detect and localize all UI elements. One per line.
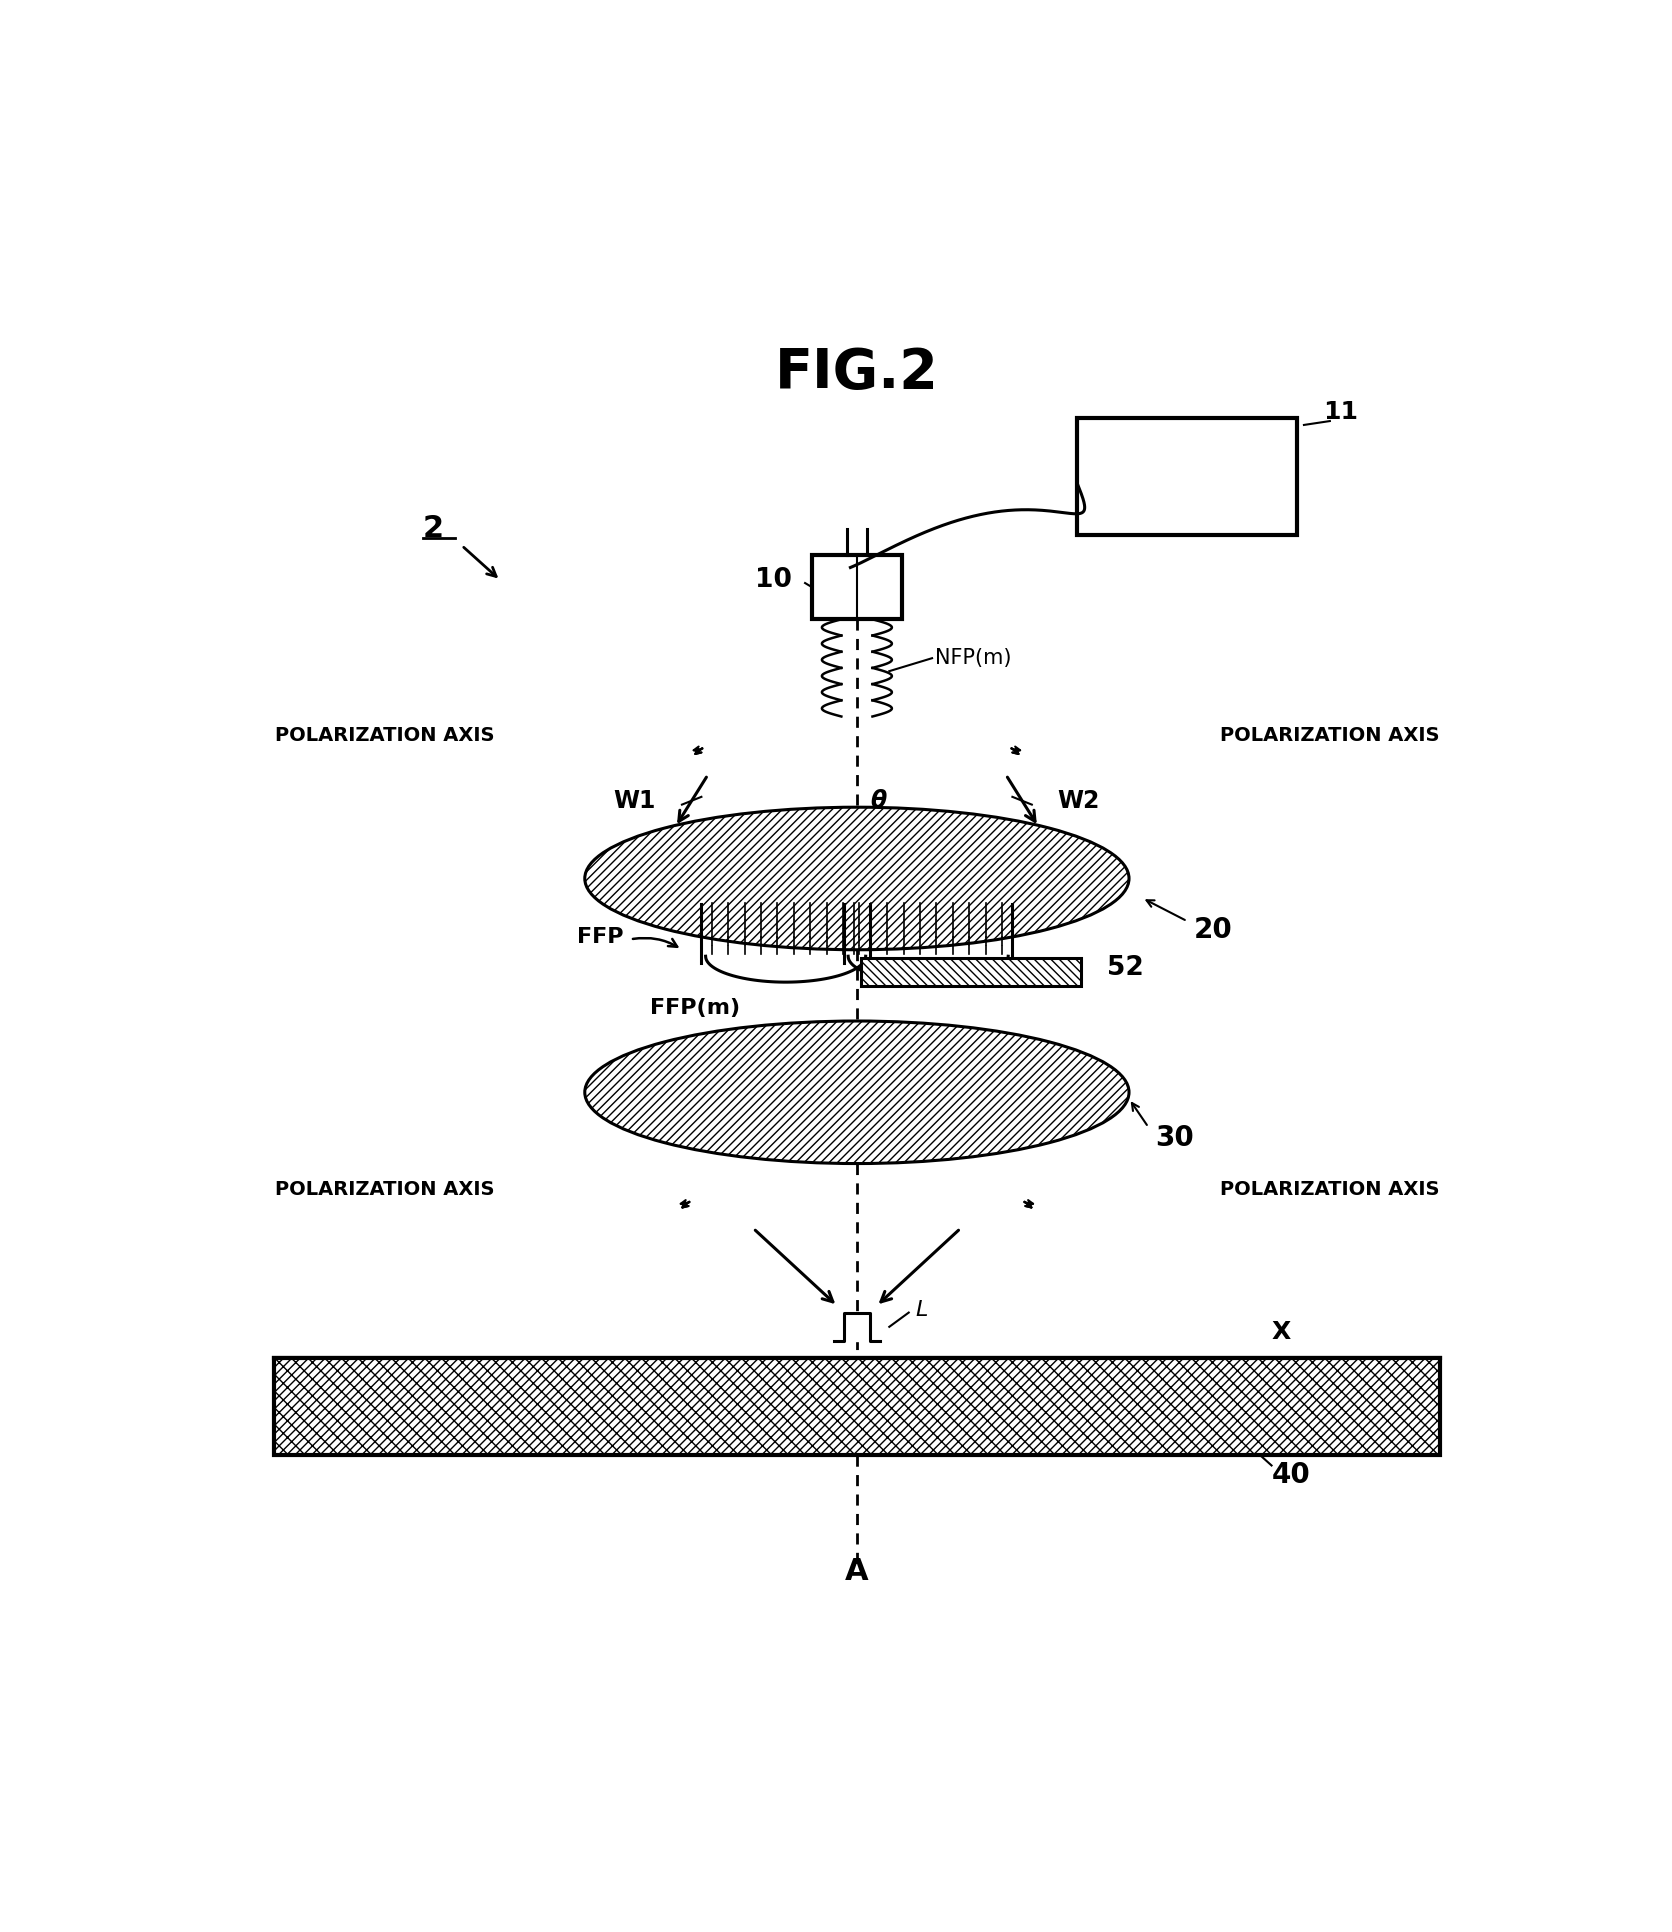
Bar: [274, 1358, 1440, 1455]
Text: POLARIZATION AXIS: POLARIZATION AXIS: [1221, 1180, 1440, 1200]
Ellipse shape: [585, 1020, 1129, 1163]
Text: 2: 2: [423, 514, 445, 543]
Bar: [1077, 419, 1297, 535]
Bar: [811, 554, 903, 620]
Text: 52: 52: [1107, 954, 1144, 981]
Text: θ: θ: [869, 788, 886, 813]
Text: FFP: FFP: [577, 927, 624, 947]
Ellipse shape: [585, 808, 1129, 951]
Text: FIG.2: FIG.2: [774, 346, 940, 400]
Text: 11: 11: [1323, 400, 1358, 423]
Text: POLARIZATION AXIS: POLARIZATION AXIS: [274, 1180, 495, 1200]
Text: 10: 10: [756, 568, 793, 593]
Polygon shape: [834, 1312, 879, 1341]
Text: L: L: [915, 1300, 928, 1320]
Text: X: X: [1271, 1320, 1291, 1345]
Text: W2: W2: [1058, 788, 1100, 813]
Text: A: A: [844, 1557, 869, 1586]
Text: POLARIZATION AXIS: POLARIZATION AXIS: [1221, 726, 1440, 746]
Bar: [861, 958, 1082, 985]
Text: POLARIZATION AXIS: POLARIZATION AXIS: [274, 726, 495, 746]
Text: W1: W1: [614, 788, 655, 813]
Text: 40: 40: [1271, 1461, 1311, 1488]
Text: 20: 20: [1194, 916, 1232, 945]
Text: FFP(m): FFP(m): [649, 999, 739, 1018]
Text: NFP(m): NFP(m): [935, 649, 1012, 668]
Text: 30: 30: [1155, 1124, 1194, 1151]
